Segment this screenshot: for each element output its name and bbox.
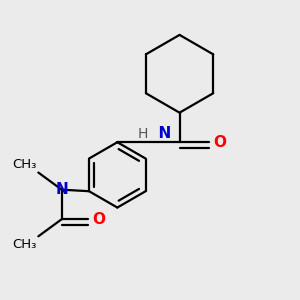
Text: N: N (148, 126, 171, 141)
Text: O: O (92, 212, 105, 227)
Text: N: N (55, 182, 68, 197)
Text: CH₃: CH₃ (12, 238, 37, 251)
Text: H: H (137, 127, 148, 141)
Text: CH₃: CH₃ (12, 158, 37, 171)
Text: O: O (213, 135, 226, 150)
